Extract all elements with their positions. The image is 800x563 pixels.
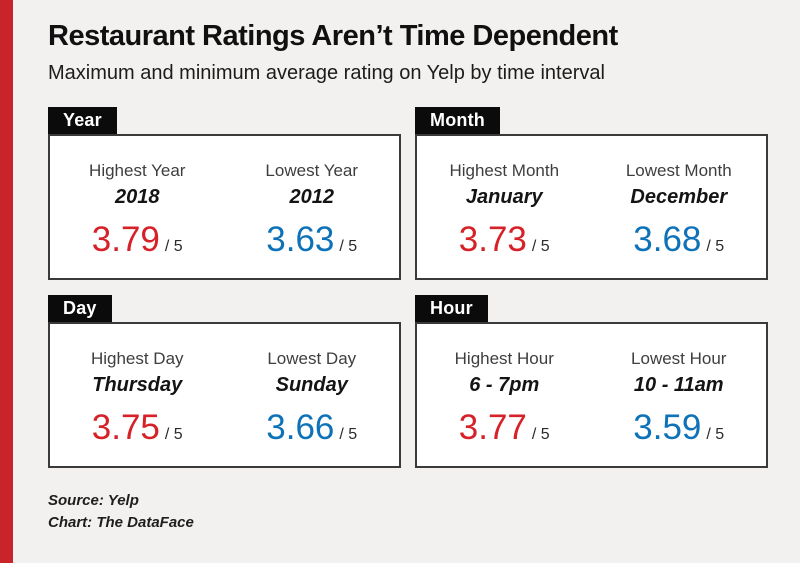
panel-day-card: Highest Day Thursday 3.75/ 5 Lowest Day …: [48, 322, 401, 469]
footer: Source: Yelp Chart: The DataFace: [48, 490, 770, 534]
stat-rating: 3.68/ 5: [592, 222, 767, 257]
credit-line: Chart: The DataFace: [48, 514, 194, 532]
panel-year-card: Highest Year 2018 3.79/ 5 Lowest Year 20…: [48, 134, 401, 281]
stat-value: Sunday: [275, 373, 348, 396]
stat-label: Lowest Day: [267, 349, 357, 369]
stat-value: 6 - 7pm: [469, 373, 540, 396]
stat-value: 2012: [289, 185, 335, 208]
rating-number: 3.75: [91, 407, 160, 447]
rating-number: 3.77: [458, 407, 527, 447]
panel-hour: Hour Highest Hour 6 - 7pm 3.77/ 5 Lowest…: [415, 295, 768, 469]
panel-month-card: Highest Month January 3.73/ 5 Lowest Mon…: [415, 134, 768, 281]
stat-value: December: [630, 185, 728, 208]
panel-month: Month Highest Month January 3.73/ 5 Lowe…: [415, 107, 768, 281]
page-subtitle: Maximum and minimum average rating on Ye…: [48, 62, 605, 85]
rating-number: 3.66: [266, 407, 335, 447]
rating-denominator: / 5: [706, 425, 725, 443]
rating-denominator: / 5: [164, 237, 183, 255]
panel-hour-tab: Hour: [415, 295, 488, 323]
rating-number: 3.68: [633, 219, 702, 259]
panel-month-tab: Month: [415, 107, 500, 135]
panel-year: Year Highest Year 2018 3.79/ 5 Lowest Ye…: [48, 107, 401, 281]
panel-year-tab: Year: [48, 107, 117, 135]
rating-denominator: / 5: [531, 425, 550, 443]
stat-label: Highest Day: [90, 349, 184, 369]
year-highest-stat: Highest Year 2018 3.79/ 5: [50, 136, 225, 278]
accent-stripe: [0, 0, 13, 563]
day-highest-stat: Highest Day Thursday 3.75/ 5: [50, 324, 225, 466]
hour-lowest-stat: Lowest Hour 10 - 11am 3.59/ 5: [592, 324, 767, 466]
rating-denominator: / 5: [339, 425, 358, 443]
rating-number: 3.59: [633, 407, 702, 447]
rating-denominator: / 5: [531, 237, 550, 255]
stat-label: Highest Year: [89, 161, 186, 181]
rating-number: 3.73: [458, 219, 527, 259]
stat-value: Thursday: [92, 373, 183, 396]
month-lowest-stat: Lowest Month December 3.68/ 5: [592, 136, 767, 278]
stat-label: Lowest Year: [265, 161, 359, 181]
stat-value: 2018: [115, 185, 160, 208]
hour-highest-stat: Highest Hour 6 - 7pm 3.77/ 5: [417, 324, 592, 466]
rating-number: 3.79: [91, 219, 160, 259]
stat-rating: 3.59/ 5: [592, 410, 767, 445]
rating-number: 3.63: [266, 219, 335, 259]
month-highest-stat: Highest Month January 3.73/ 5: [417, 136, 592, 278]
rating-denominator: / 5: [706, 237, 725, 255]
stat-rating: 3.79/ 5: [50, 222, 225, 257]
page-title: Restaurant Ratings Aren’t Time Dependent: [48, 20, 618, 52]
content-area: Restaurant Ratings Aren’t Time Dependent…: [48, 20, 770, 534]
panel-hour-card: Highest Hour 6 - 7pm 3.77/ 5 Lowest Hour…: [415, 322, 768, 469]
source-line: Source: Yelp: [48, 492, 139, 510]
stat-label: Lowest Hour: [631, 349, 727, 369]
stat-rating: 3.63/ 5: [225, 222, 400, 257]
stat-value: January: [465, 185, 543, 208]
stat-label: Lowest Month: [625, 161, 732, 181]
stat-rating: 3.77/ 5: [417, 410, 592, 445]
panel-day: Day Highest Day Thursday 3.75/ 5 Lowest …: [48, 295, 401, 469]
stat-label: Highest Month: [449, 161, 560, 181]
year-lowest-stat: Lowest Year 2012 3.63/ 5: [225, 136, 400, 278]
stat-label: Highest Hour: [454, 349, 554, 369]
panels-grid: Year Highest Year 2018 3.79/ 5 Lowest Ye…: [48, 107, 770, 469]
stat-value: 10 - 11am: [633, 373, 724, 396]
stat-rating: 3.75/ 5: [50, 410, 225, 445]
stat-rating: 3.73/ 5: [417, 222, 592, 257]
stat-rating: 3.66/ 5: [225, 410, 400, 445]
rating-denominator: / 5: [164, 425, 183, 443]
panel-day-tab: Day: [48, 295, 112, 323]
day-lowest-stat: Lowest Day Sunday 3.66/ 5: [225, 324, 400, 466]
rating-denominator: / 5: [339, 237, 358, 255]
